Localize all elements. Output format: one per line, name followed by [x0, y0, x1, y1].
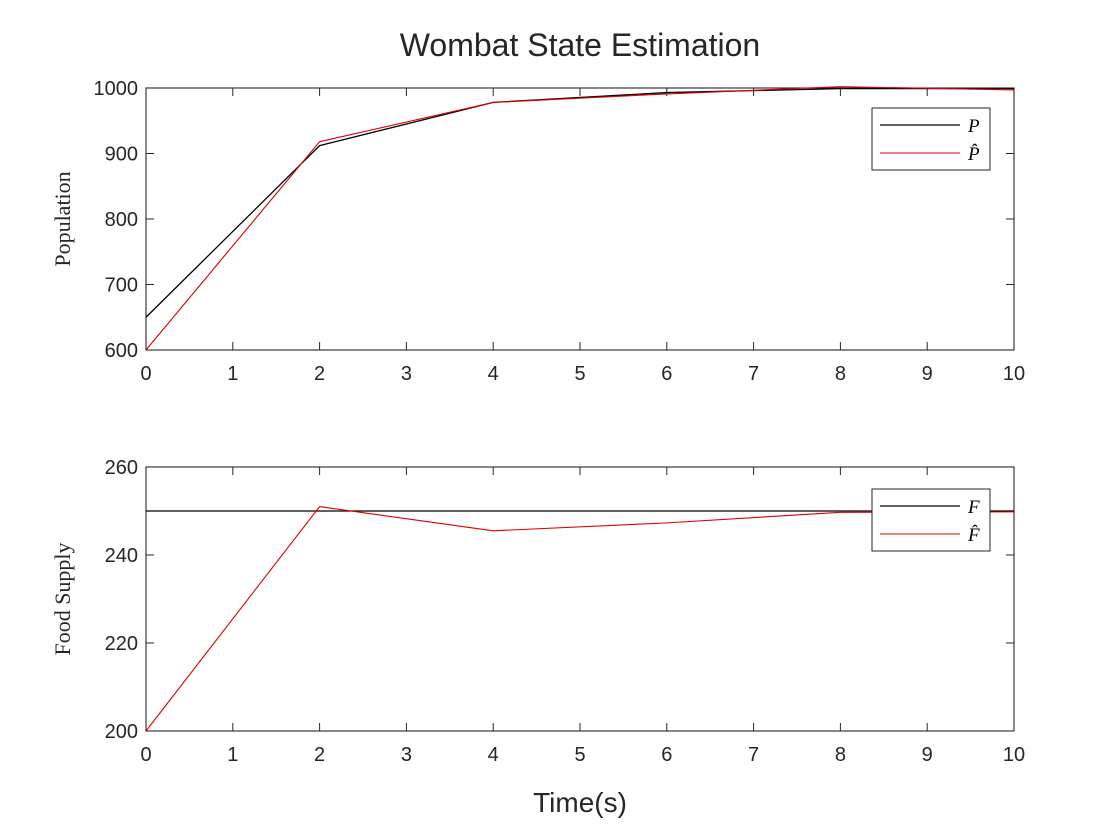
x-tick-label: 5: [574, 363, 585, 385]
y-tick-label: 700: [105, 275, 138, 297]
y-tick-label: 200: [105, 721, 138, 743]
x-tick-label: 10: [1003, 744, 1025, 766]
legend: P P̂: [871, 107, 991, 171]
x-tick-label: 0: [140, 363, 151, 385]
series-line-estimate: [145, 86, 1015, 351]
x-tick-label: 1: [227, 744, 238, 766]
y-axis-label: Food Supply: [50, 542, 75, 655]
series-line-estimate: [145, 506, 1015, 732]
y-axis-label: Population: [50, 171, 75, 266]
x-tick-label: 9: [922, 363, 933, 385]
legend-label: P̂: [967, 144, 980, 165]
x-tick-label: 6: [661, 744, 672, 766]
subplot-1: 0 1 2 3 4 5 6 7 8 9 10 600 700 800 900 1000 Population PP…: [50, 78, 1025, 385]
x-tick-label: 0: [140, 744, 151, 766]
legend-label: F̂: [967, 525, 980, 546]
x-tick-label: 10: [1003, 363, 1025, 385]
legend: F F̂: [871, 488, 991, 552]
x-tick-label: 3: [401, 363, 412, 385]
y-tick-label: 800: [105, 209, 138, 231]
plots-area: 0 1 2 3 4 5 6 7 8 9 106007008009001000PopulationPP…: [50, 78, 1025, 766]
y-tick-label: 240: [105, 545, 138, 567]
y-tick-label: 900: [105, 144, 138, 166]
x-tick-label: 7: [748, 363, 759, 385]
x-tick-label: 9: [922, 744, 933, 766]
x-tick-label: 4: [488, 744, 499, 766]
x-tick-label: 2: [314, 744, 325, 766]
y-tick-label: 600: [105, 340, 138, 362]
legend-box: [871, 107, 991, 171]
x-tick-label: 8: [835, 363, 846, 385]
x-tick-label: 4: [488, 363, 499, 385]
x-tick-label: 3: [401, 744, 412, 766]
legend-label: F: [967, 497, 980, 518]
x-tick-label: 8: [835, 744, 846, 766]
legend-label: P: [967, 116, 980, 137]
x-tick-label: 7: [748, 744, 759, 766]
legend-box: [871, 488, 991, 552]
x-tick-label: 6: [661, 363, 672, 385]
figure-title: Wombat State Estimation: [400, 27, 760, 63]
x-tick-label: 5: [574, 744, 585, 766]
y-tick-label: 220: [105, 633, 138, 655]
y-tick-label: 1000: [94, 78, 139, 100]
series-line-true: [145, 88, 1014, 318]
x-tick-label: 2: [314, 363, 325, 385]
x-axis-label: Time(s): [533, 787, 627, 818]
x-tick-label: 1: [227, 363, 238, 385]
subplot-2: 0 1 2 3 4 5 6 7 8 9 10 200 220 240 260 Food Supply F F̂: [50, 457, 1025, 766]
y-tick-label: 260: [105, 457, 138, 479]
